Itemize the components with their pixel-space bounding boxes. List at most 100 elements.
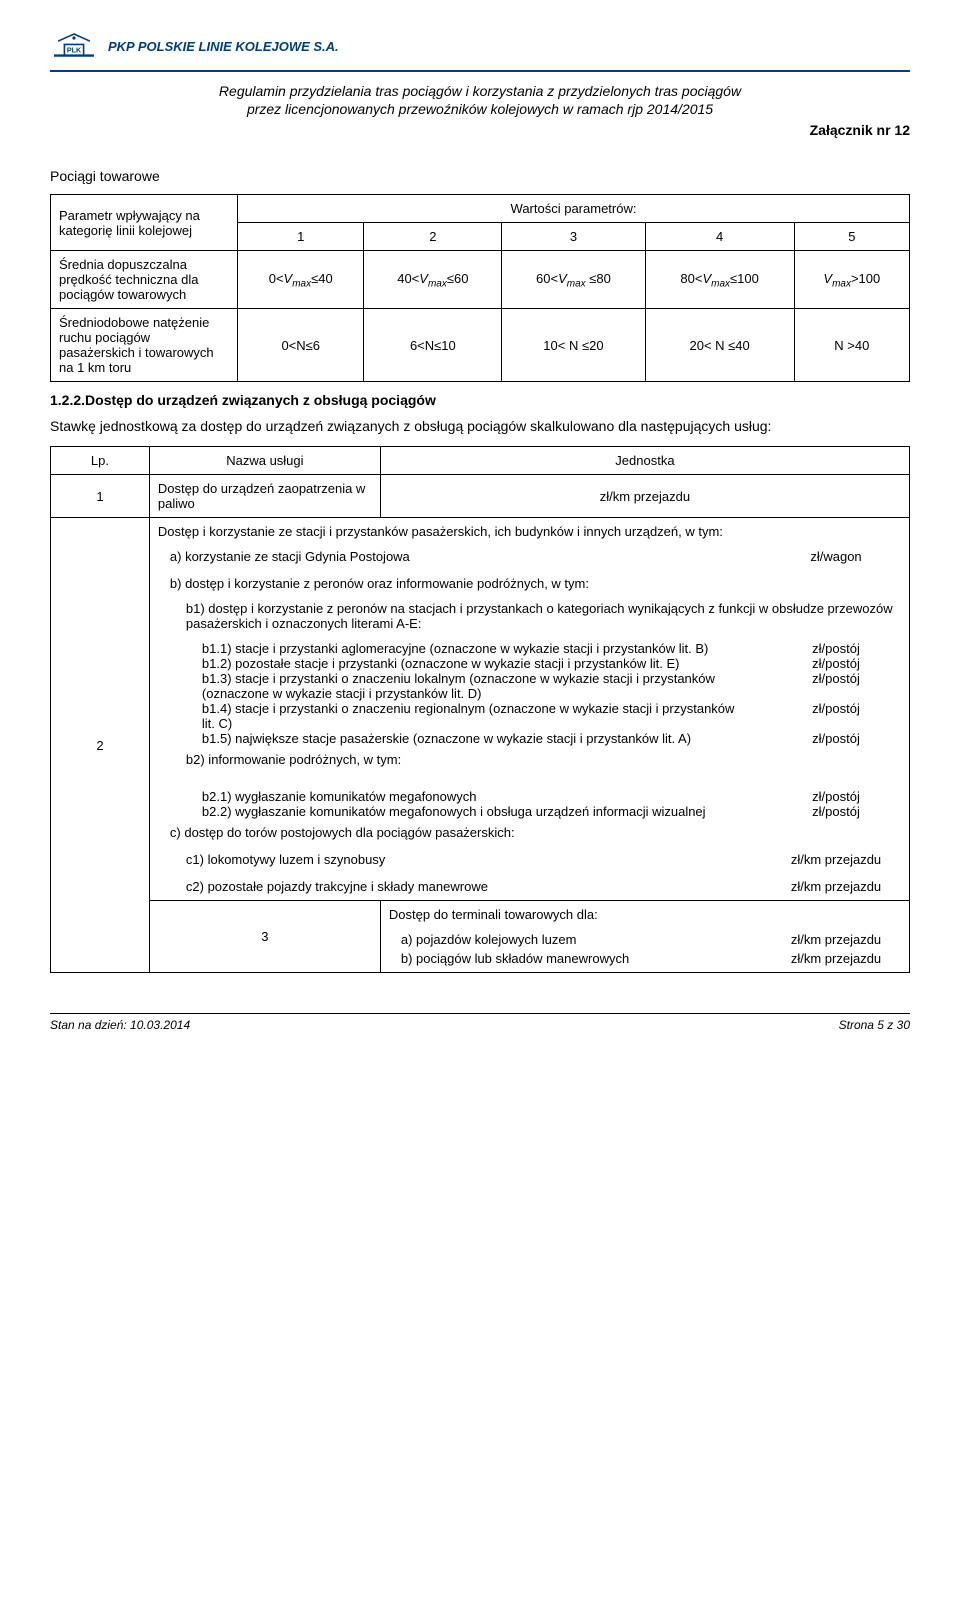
unit-cell: zł/km przejazdu [380, 475, 909, 518]
item-c1: c1) lokomotywy luzem i szynobusy [158, 852, 751, 867]
lp-cell: 2 [51, 518, 150, 973]
traffic-cell: N >40 [794, 309, 909, 382]
col-num: 5 [794, 223, 909, 251]
item-b15: b1.5) największe stacje pasażerskie (ozn… [158, 731, 751, 746]
page-container: PLK PKP POLSKIE LINIE KOLEJOWE S.A. Regu… [0, 0, 960, 1052]
item-3a: a) pojazdów kolejowych luzem [389, 932, 751, 947]
unit-value: zł/postój [771, 641, 901, 656]
item-c2: c2) pozostałe pojazdy trakcyjne i składy… [158, 879, 751, 894]
table-row: c1) lokomotywy luzem i szynobusy zł/km p… [51, 846, 910, 873]
subsection-number: 1.2.2. [50, 392, 85, 408]
parameters-table: Parametr wpływający na kategorię linii k… [50, 194, 910, 382]
speed-cell: 80<Vmax≤100 [645, 251, 794, 309]
name-header: Nazwa usługi [149, 447, 380, 475]
item-row: b) pociągów lub składów manewrowych zł/k… [389, 951, 901, 966]
traffic-cell: 0<N≤6 [238, 309, 364, 382]
col-num: 2 [364, 223, 502, 251]
col-num: 1 [238, 223, 364, 251]
subsection-title: Dostęp do urządzeń związanych z obsługą … [85, 392, 436, 408]
document-title: Regulamin przydzielania tras pociągów i … [50, 82, 910, 118]
table-row: Parametr wpływający na kategorię linii k… [51, 195, 910, 223]
item-b22: b2.2) wygłaszanie komunikatów megafonowy… [158, 804, 751, 819]
lp-cell: 1 [51, 475, 150, 518]
unit-value: zł/postój [771, 656, 901, 671]
company-name: PKP POLSKIE LINIE KOLEJOWE S.A. [108, 39, 339, 54]
item-row: b1.2) pozostałe stacje i przystanki (ozn… [158, 656, 901, 671]
item-b2: b2) informowanie podróżnych, w tym: [158, 752, 901, 767]
col-num: 4 [645, 223, 794, 251]
intro-paragraph: Stawkę jednostkową za dostęp do urządzeń… [50, 418, 910, 434]
service-content-cell: Dostęp do terminali towarowych dla: a) p… [380, 901, 909, 973]
logo-row: PLK PKP POLSKIE LINIE KOLEJOWE S.A. [50, 30, 910, 62]
values-header-cell: Wartości parametrów: [238, 195, 910, 223]
unit-value: zł/km przejazdu [771, 852, 901, 867]
item-row: b2.1) wygłaszanie komunikatów megafonowy… [158, 789, 901, 804]
lp-header: Lp. [51, 447, 150, 475]
param-label-cell: Parametr wpływający na kategorię linii k… [51, 195, 238, 251]
footer-page: Strona 5 z 30 [839, 1018, 910, 1032]
pkp-logo-icon: PLK [50, 30, 98, 62]
speed-cell: Vmax>100 [794, 251, 909, 309]
service-content-cell: c1) lokomotywy luzem i szynobusy zł/km p… [149, 846, 909, 873]
item-row: c2) pozostałe pojazdy trakcyjne i składy… [158, 879, 901, 894]
item-3b: b) pociągów lub składów manewrowych [389, 951, 751, 966]
item-b1: b1) dostęp i korzystanie z peronów na st… [158, 601, 901, 631]
item-row: b1.5) największe stacje pasażerskie (ozn… [158, 731, 901, 746]
table-row: b2.1) wygłaszanie komunikatów megafonowy… [51, 783, 910, 846]
traffic-label-cell: Średniodobowe natężenie ruchu pociągów p… [51, 309, 238, 382]
table-row: Średnia dopuszczalna prędkość techniczna… [51, 251, 910, 309]
item-b21: b2.1) wygłaszanie komunikatów megafonowy… [158, 789, 751, 804]
item-row: c1) lokomotywy luzem i szynobusy zł/km p… [158, 852, 901, 867]
footer-date: Stan na dzień: 10.03.2014 [50, 1018, 190, 1032]
unit-value: zł/wagon [771, 549, 901, 564]
page-footer: Stan na dzień: 10.03.2014 Strona 5 z 30 [50, 1013, 910, 1032]
lp-cell: 3 [149, 901, 380, 973]
traffic-cell: 10< N ≤20 [502, 309, 645, 382]
traffic-cell: 6<N≤10 [364, 309, 502, 382]
table-row: Średniodobowe natężenie ruchu pociągów p… [51, 309, 910, 382]
table-row: b) dostęp i korzystanie z peronów oraz i… [51, 570, 910, 783]
r2-intro: Dostęp i korzystanie ze stacji i przysta… [158, 524, 901, 539]
col-num: 3 [502, 223, 645, 251]
item-row: a) korzystanie ze stacji Gdynia Postojow… [158, 549, 901, 564]
attachment-label: Załącznik nr 12 [50, 122, 910, 138]
unit-value: zł/km przejazdu [771, 951, 901, 966]
table-row: 3 Dostęp do terminali towarowych dla: a)… [51, 901, 910, 973]
services-table: Lp. Nazwa usługi Jednostka 1 Dostęp do u… [50, 446, 910, 973]
speed-cell: 40<Vmax≤60 [364, 251, 502, 309]
speed-cell: 60<Vmax ≤80 [502, 251, 645, 309]
item-row: b1.1) stacje i przystanki aglomeracyjne … [158, 641, 901, 656]
speed-label-cell: Średnia dopuszczalna prędkość techniczna… [51, 251, 238, 309]
unit-header: Jednostka [380, 447, 909, 475]
service-content-cell: b) dostęp i korzystanie z peronów oraz i… [149, 570, 909, 783]
unit-value: zł/postój [771, 731, 901, 746]
item-a: a) korzystanie ze stacji Gdynia Postojow… [158, 549, 751, 564]
service-content-cell: c2) pozostałe pojazdy trakcyjne i składy… [149, 873, 909, 901]
item-b12: b1.2) pozostałe stacje i przystanki (ozn… [158, 656, 751, 671]
item-row: b1.4) stacje i przystanki o znaczeniu re… [158, 701, 901, 731]
svg-text:PLK: PLK [67, 45, 82, 54]
table-row: Lp. Nazwa usługi Jednostka [51, 447, 910, 475]
r3-intro: Dostęp do terminali towarowych dla: [389, 907, 901, 922]
unit-value: zł/postój [771, 804, 901, 819]
unit-value: zł/km przejazdu [771, 879, 901, 894]
freight-trains-heading: Pociągi towarowe [50, 168, 910, 184]
item-row: b2.2) wygłaszanie komunikatów megafonowy… [158, 804, 901, 819]
table-row: c2) pozostałe pojazdy trakcyjne i składy… [51, 873, 910, 901]
table-row: 2 Dostęp i korzystanie ze stacji i przys… [51, 518, 910, 571]
doc-title-line2: przez licencjonowanych przewoźników kole… [247, 101, 713, 117]
speed-cell: 0<Vmax≤40 [238, 251, 364, 309]
service-content-cell: Dostęp i korzystanie ze stacji i przysta… [149, 518, 909, 571]
item-row: b1.3) stacje i przystanki o znaczeniu lo… [158, 671, 901, 701]
unit-value: zł/postój [771, 701, 901, 716]
item-b13: b1.3) stacje i przystanki o znaczeniu lo… [158, 671, 751, 701]
page-header: PLK PKP POLSKIE LINIE KOLEJOWE S.A. [50, 30, 910, 72]
service-content-cell: b2.1) wygłaszanie komunikatów megafonowy… [149, 783, 909, 846]
item-b14: b1.4) stacje i przystanki o znaczeniu re… [158, 701, 751, 731]
service-name-cell: Dostęp do urządzeń zaopatrzenia w paliwo [149, 475, 380, 518]
table-row: 1 Dostęp do urządzeń zaopatrzenia w pali… [51, 475, 910, 518]
item-b: b) dostęp i korzystanie z peronów oraz i… [158, 576, 901, 591]
item-b11: b1.1) stacje i przystanki aglomeracyjne … [158, 641, 751, 656]
item-row: a) pojazdów kolejowych luzem zł/km przej… [389, 932, 901, 947]
traffic-cell: 20< N ≤40 [645, 309, 794, 382]
